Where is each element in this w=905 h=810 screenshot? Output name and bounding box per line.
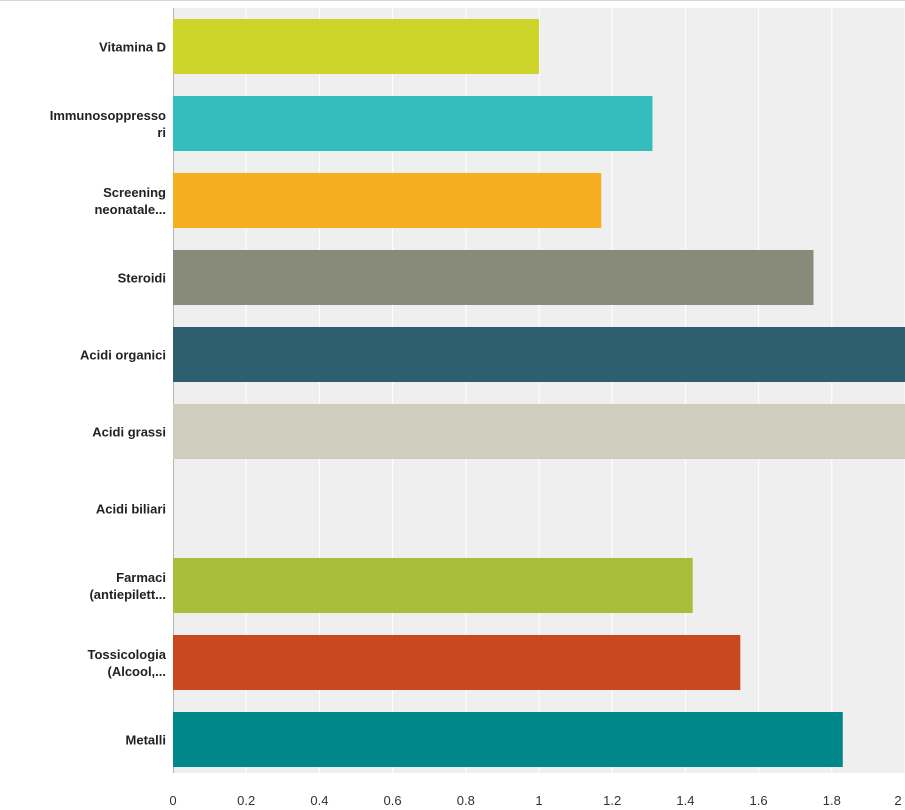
x-tick-label: 1.2 <box>603 793 621 808</box>
category-label: Acidi grassi <box>92 425 166 440</box>
category-label: (Alcool,... <box>108 664 167 679</box>
bar <box>173 250 814 305</box>
category-label: Metalli <box>126 733 166 748</box>
x-axis-ticks: 0 0.2 0.4 0.6 0.8 1 1.2 1.4 1.6 1.8 2 <box>169 793 901 808</box>
bar <box>173 635 741 690</box>
x-tick-label: 0.4 <box>310 793 328 808</box>
category-labels: Vitamina D Immunosoppresso ri Screening neon… <box>50 40 167 748</box>
category-label: Acidi organici <box>80 348 166 363</box>
x-tick-label: 1.4 <box>676 793 694 808</box>
x-tick-label: 1.6 <box>750 793 768 808</box>
bar <box>173 558 693 613</box>
category-label: Acidi biliari <box>96 502 166 517</box>
category-label: neonatale... <box>94 202 166 217</box>
bar <box>173 712 843 767</box>
category-label: Steroidi <box>118 271 166 286</box>
bar <box>173 173 602 228</box>
category-label: Immunosoppresso <box>50 108 166 123</box>
category-label: Farmaci <box>116 570 166 585</box>
x-tick-label: 1.8 <box>823 793 841 808</box>
category-label: Tossicologia <box>88 647 167 662</box>
bar <box>173 327 905 382</box>
category-label: ri <box>157 125 166 140</box>
x-tick-label: 0 <box>169 793 176 808</box>
top-divider <box>0 0 905 1</box>
x-tick-label: 0.6 <box>384 793 402 808</box>
x-tick-label: 0.8 <box>457 793 475 808</box>
x-tick-label: 1 <box>535 793 542 808</box>
bar <box>173 19 539 74</box>
x-tick-label: 2 <box>894 793 901 808</box>
bars <box>173 19 905 767</box>
category-label: (antiepilett... <box>89 587 166 602</box>
bar <box>173 404 905 459</box>
bar <box>173 96 653 151</box>
x-tick-label: 0.2 <box>237 793 255 808</box>
category-label: Screening <box>103 185 166 200</box>
category-label: Vitamina D <box>99 40 166 55</box>
